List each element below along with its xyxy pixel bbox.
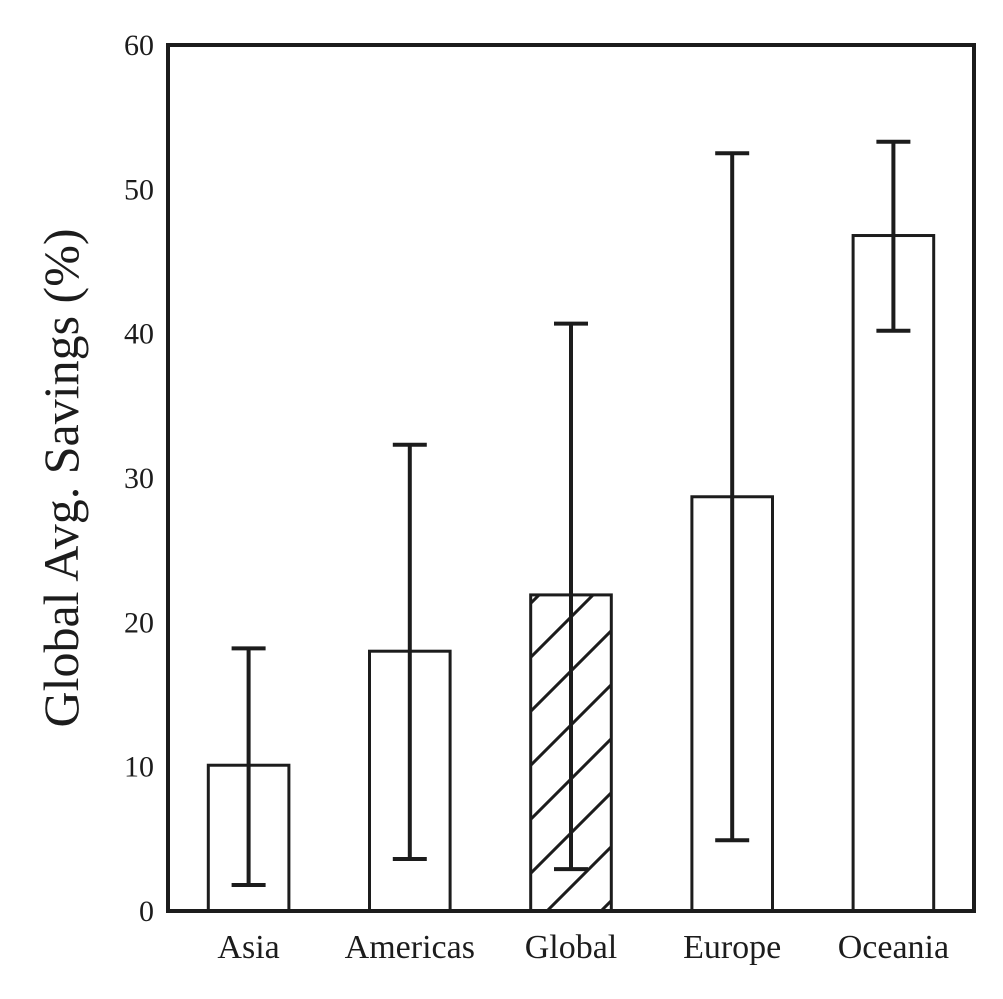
y-axis-title: Global Avg. Savings (%) bbox=[33, 228, 89, 727]
y-tick-label: 60 bbox=[124, 29, 154, 62]
x-tick-label: Global bbox=[525, 929, 618, 966]
x-tick-label: Europe bbox=[683, 929, 781, 966]
y-tick-label: 30 bbox=[124, 462, 154, 495]
bar-oceania bbox=[851, 234, 936, 913]
x-tick-label: Americas bbox=[345, 929, 475, 966]
y-tick-label: 50 bbox=[124, 173, 154, 206]
error-bar-global bbox=[554, 321, 588, 872]
y-tick-label: 0 bbox=[139, 895, 154, 928]
x-labels-layer: Asia Americas Global Europe Oceania bbox=[217, 929, 949, 966]
x-tick-label: Oceania bbox=[838, 929, 949, 966]
y-tick-label: 10 bbox=[124, 751, 154, 784]
error-bar-asia bbox=[231, 646, 266, 888]
y-tick-label: 40 bbox=[124, 318, 154, 351]
error-bars-layer bbox=[231, 139, 911, 888]
x-tick-label: Asia bbox=[217, 929, 279, 966]
y-tick-label: 20 bbox=[124, 606, 154, 639]
error-bar-americas bbox=[392, 442, 427, 862]
error-bar-europe bbox=[715, 151, 750, 843]
y-ticks-layer: 0 10 20 30 40 50 60 bbox=[124, 29, 154, 928]
error-bar-oceania bbox=[876, 139, 911, 333]
plot-frame bbox=[166, 43, 976, 913]
